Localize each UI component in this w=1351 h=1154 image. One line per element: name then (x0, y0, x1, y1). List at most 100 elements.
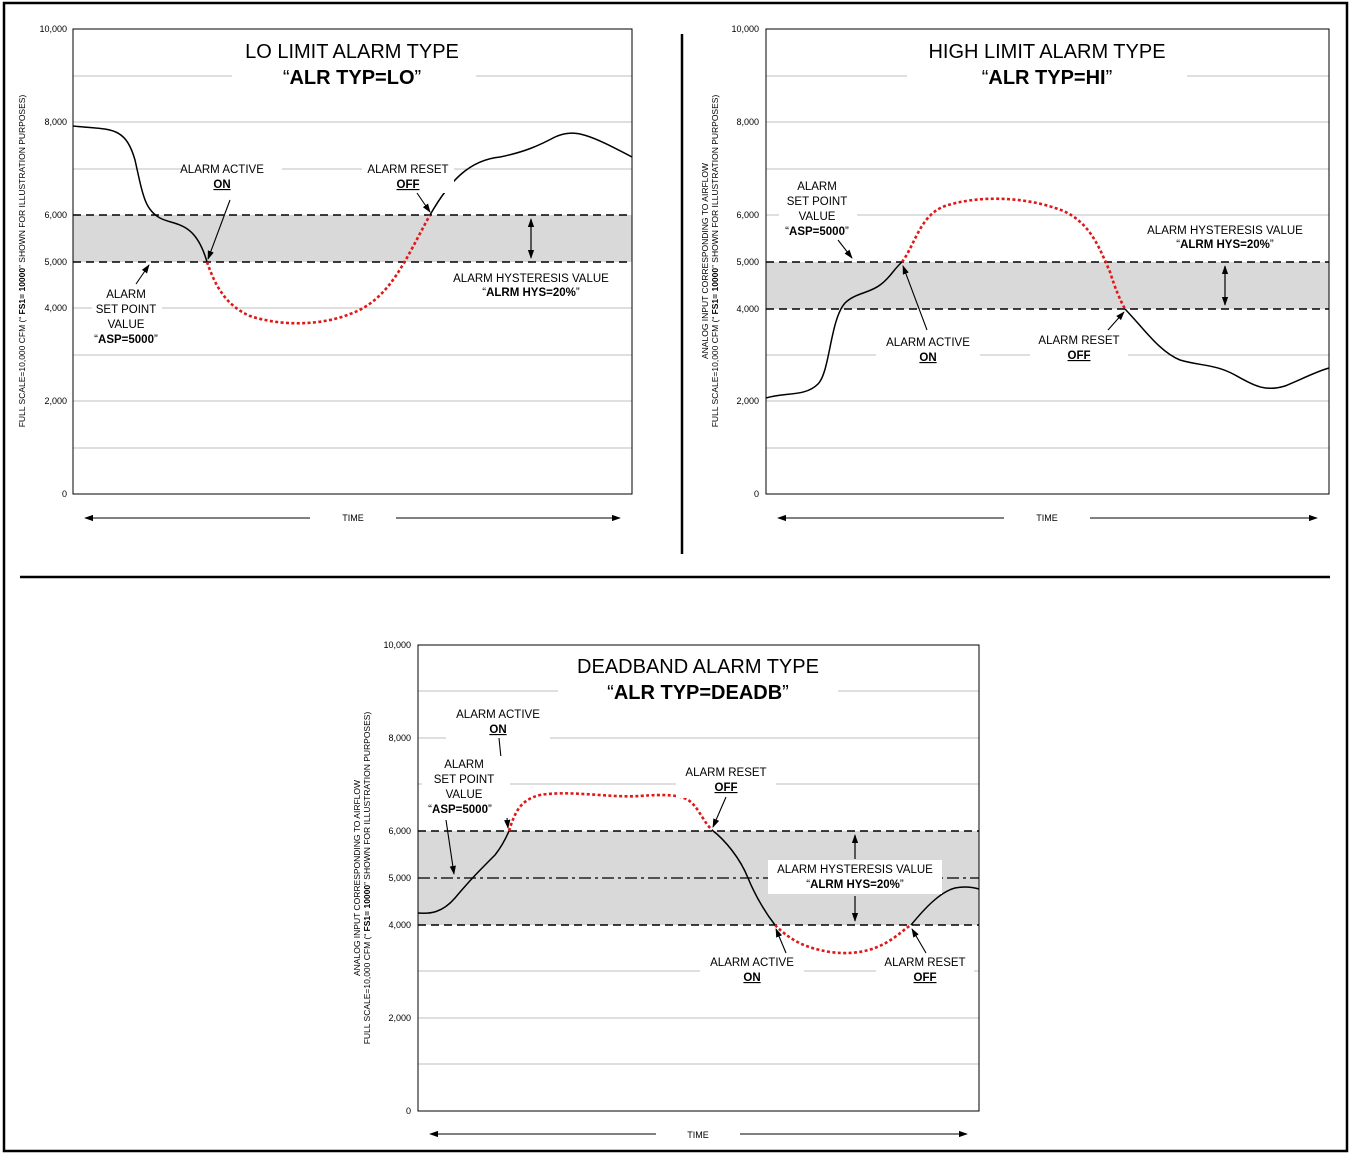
annotation-backdrop (676, 762, 776, 798)
alarm-reset-state: OFF (715, 782, 738, 794)
tick-label: 6,000 (44, 210, 67, 220)
tick-label: 5,000 (736, 257, 759, 267)
input-curve-alarm (507, 792, 713, 832)
set-point-label: VALUE (108, 319, 145, 331)
plot-frame (72, 28, 633, 495)
alarm-reset-label: ALARM RESET (685, 767, 766, 779)
time-label-backdrop (310, 509, 396, 527)
y-tick-labels: 0 2,000 4,000 5,000 6,000 8,000 10,000 (39, 24, 67, 499)
tick-label: 5,000 (44, 257, 67, 267)
input-curve-normal (417, 830, 510, 915)
set-point-label: VALUE (446, 789, 483, 801)
title-backdrop (232, 40, 476, 102)
annotation-backdrop (422, 756, 510, 818)
set-point-label: ALARM (444, 759, 484, 771)
alarm-reset-arrow (1107, 311, 1125, 331)
chart-subtitle: “ALR TYP=HI” (982, 67, 1113, 89)
tick-label: 6,000 (388, 826, 411, 836)
input-curve-alarm (900, 197, 1127, 310)
tick-label: 0 (754, 489, 759, 499)
alarm-reset-state: OFF (397, 179, 420, 191)
time-label: TIME (687, 1130, 709, 1140)
alarm-reset-label: ALARM RESET (367, 164, 448, 176)
y-tick-labels: 0 2,000 4,000 5,000 6,000 8,000 10,000 (731, 24, 759, 499)
tick-label: 2,000 (44, 396, 67, 406)
hysteresis-value: “ALRM HYS=20%” (482, 287, 580, 299)
alarm-active-state: ON (213, 179, 230, 191)
hysteresis-label: ALARM HYSTERESIS VALUE (1147, 225, 1303, 237)
set-point-label: SET POINT (787, 196, 848, 208)
alarm-reset-arrow (416, 192, 431, 213)
time-label: TIME (342, 513, 364, 523)
input-curve-normal (765, 261, 903, 399)
tick-label: 8,000 (736, 117, 759, 127)
annotation-backdrop (92, 286, 162, 348)
tick-label: 2,000 (388, 1013, 411, 1023)
alarm-reset-arrow (911, 928, 927, 954)
plot-frame (765, 28, 1330, 495)
annotation-backdrop (182, 157, 282, 193)
alarm-active-arrow (207, 199, 231, 260)
alarm-active-label: ALARM ACTIVE (710, 957, 794, 969)
tick-label: 2,000 (736, 396, 759, 406)
set-point-label: ALARM (797, 181, 837, 193)
plot-frame (417, 644, 980, 1112)
alarm-active-state: ON (919, 352, 936, 364)
set-point-arrow (837, 239, 853, 259)
annotation-backdrop (876, 952, 974, 988)
annotation-backdrop (362, 157, 454, 193)
y-axis-label: ANALOG INPUT CORRESPONDING TO AIRFLOW (700, 163, 710, 359)
input-curve-normal (910, 886, 980, 926)
lo-limit-chart: 0 2,000 4,000 5,000 6,000 8,000 10,000 F… (17, 24, 633, 527)
tick-label: 8,000 (44, 117, 67, 127)
annotation-backdrop (768, 860, 942, 894)
alarm-active-label: ALARM ACTIVE (180, 164, 264, 176)
set-point-value: “ASP=5000” (428, 804, 492, 816)
alarm-reset-label: ALARM RESET (884, 957, 965, 969)
tick-label: 6,000 (736, 210, 759, 220)
y-axis-label: FULL SCALE=10,000 CFM (“ FS1= 10000” SHO… (362, 712, 372, 1045)
y-axis-label: FULL SCALE=10,000 CFM (“ FS1= 10000” SHO… (17, 95, 27, 428)
set-point-arrow (135, 264, 150, 285)
hysteresis-value: “ALRM HYS=20%” (1176, 239, 1274, 251)
alarm-reset-state: OFF (914, 972, 937, 984)
chart-title: DEADBAND ALARM TYPE (577, 656, 819, 678)
alarm-reset-arrow (712, 796, 727, 828)
tick-label: 4,000 (44, 303, 67, 313)
high-limit-chart: 0 2,000 4,000 5,000 6,000 8,000 10,000 A… (700, 24, 1330, 527)
alarm-active-arrow (902, 265, 928, 331)
hysteresis-label: ALARM HYSTERESIS VALUE (453, 273, 609, 285)
alarm-active-label: ALARM ACTIVE (456, 709, 540, 721)
annotation-backdrop (1138, 220, 1314, 254)
tick-label: 10,000 (731, 24, 759, 34)
hysteresis-band (766, 262, 1329, 309)
hysteresis-band (73, 215, 632, 262)
annotation-backdrop (446, 704, 550, 740)
input-curve-alarm (205, 214, 432, 325)
y-tick-labels: 0 2,000 4,000 5,000 6,000 8,000 10,000 (383, 640, 411, 1116)
alarm-active-state: ON (743, 972, 760, 984)
time-label-backdrop (1004, 509, 1090, 527)
input-curve-normal (429, 132, 633, 216)
annotation-backdrop (1030, 330, 1128, 366)
annotation-backdrop (876, 331, 980, 367)
chart-subtitle: “ALR TYP=LO” (283, 67, 421, 89)
tick-label: 0 (62, 489, 67, 499)
set-point-value: “ASP=5000” (785, 226, 849, 238)
set-point-value: “ASP=5000” (94, 334, 158, 346)
time-label-backdrop (656, 1125, 740, 1143)
chart-title: LO LIMIT ALARM TYPE (245, 41, 459, 63)
tick-label: 0 (406, 1106, 411, 1116)
set-point-label: SET POINT (96, 304, 157, 316)
annotation-backdrop (700, 952, 804, 988)
tick-label: 10,000 (383, 640, 411, 650)
hysteresis-label: ALARM HYSTERESIS VALUE (777, 864, 933, 876)
alarm-reset-label: ALARM RESET (1038, 335, 1119, 347)
alarm-active-label: ALARM ACTIVE (886, 337, 970, 349)
y-axis-label: ANALOG INPUT CORRESPONDING TO AIRFLOW (352, 780, 362, 976)
title-backdrop (558, 655, 838, 717)
tick-label: 8,000 (388, 733, 411, 743)
y-axis-label: FULL SCALE=10,000 CFM (“ FS1= 10000” SHO… (710, 95, 720, 428)
set-point-label: SET POINT (434, 774, 495, 786)
